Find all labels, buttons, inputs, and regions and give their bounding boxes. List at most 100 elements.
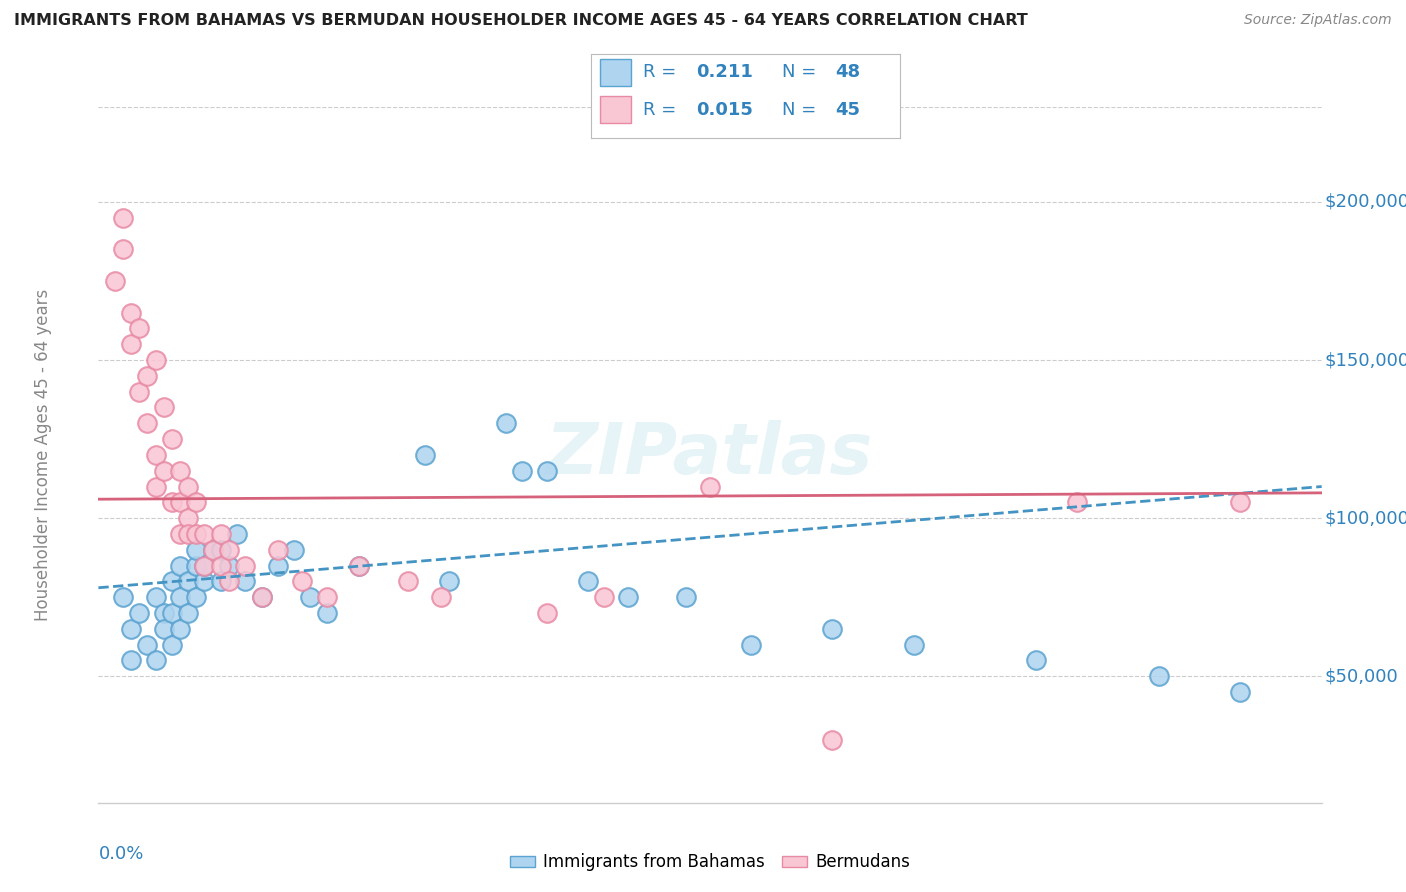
Point xyxy=(177,527,200,541)
Point xyxy=(186,527,208,541)
Point xyxy=(145,353,167,368)
Point xyxy=(821,622,844,636)
Bar xyxy=(600,96,631,123)
Point xyxy=(250,591,273,605)
Point xyxy=(218,558,240,573)
Point xyxy=(152,401,174,415)
Point xyxy=(136,638,159,652)
Point xyxy=(201,542,224,557)
Point xyxy=(120,622,142,636)
Text: IMMIGRANTS FROM BAHAMAS VS BERMUDAN HOUSEHOLDER INCOME AGES 45 - 64 YEARS CORREL: IMMIGRANTS FROM BAHAMAS VS BERMUDAN HOUS… xyxy=(14,13,1028,29)
Point xyxy=(349,558,371,573)
Point xyxy=(120,653,142,667)
Text: Source: ZipAtlas.com: Source: ZipAtlas.com xyxy=(1244,13,1392,28)
Point xyxy=(430,591,453,605)
Point xyxy=(495,417,517,431)
Text: R =: R = xyxy=(643,63,682,81)
Point xyxy=(283,542,305,557)
Point xyxy=(1229,685,1251,699)
Point xyxy=(186,542,208,557)
Point xyxy=(267,542,290,557)
Point xyxy=(349,558,371,573)
Text: $150,000: $150,000 xyxy=(1324,351,1406,369)
Point xyxy=(396,574,419,589)
Point xyxy=(104,274,127,288)
Point xyxy=(177,479,200,493)
Point xyxy=(128,384,150,399)
Point xyxy=(169,558,191,573)
Point xyxy=(315,591,337,605)
Point xyxy=(145,653,167,667)
Point xyxy=(209,558,232,573)
Text: R =: R = xyxy=(643,102,682,120)
Point xyxy=(177,574,200,589)
Point xyxy=(1229,495,1251,509)
Point xyxy=(209,574,232,589)
Point xyxy=(226,527,249,541)
Point xyxy=(315,606,337,620)
Bar xyxy=(600,59,631,86)
Point xyxy=(186,558,208,573)
Point xyxy=(1025,653,1047,667)
Point xyxy=(169,591,191,605)
Point xyxy=(160,606,183,620)
Point xyxy=(145,591,167,605)
Point xyxy=(111,243,134,257)
Point xyxy=(169,495,191,509)
Point xyxy=(821,732,844,747)
Text: $200,000: $200,000 xyxy=(1324,193,1406,211)
Text: Householder Income Ages 45 - 64 years: Householder Income Ages 45 - 64 years xyxy=(34,289,52,621)
Point xyxy=(152,606,174,620)
Point xyxy=(536,464,558,478)
Point xyxy=(267,558,290,573)
Point xyxy=(576,574,599,589)
Text: $100,000: $100,000 xyxy=(1324,509,1406,527)
Point xyxy=(120,337,142,351)
Point xyxy=(299,591,322,605)
Text: N =: N = xyxy=(782,63,823,81)
Point xyxy=(186,591,208,605)
Point xyxy=(201,542,224,557)
Point xyxy=(160,432,183,446)
Point xyxy=(193,558,215,573)
Point xyxy=(193,574,215,589)
Point xyxy=(111,591,134,605)
Point xyxy=(291,574,314,589)
Point xyxy=(169,622,191,636)
Point xyxy=(177,606,200,620)
Point xyxy=(120,305,142,319)
Point xyxy=(536,606,558,620)
Point xyxy=(218,542,240,557)
Point xyxy=(160,495,183,509)
Point xyxy=(193,527,215,541)
Point xyxy=(233,574,256,589)
Point xyxy=(699,479,721,493)
Point xyxy=(128,606,150,620)
Point xyxy=(740,638,762,652)
Point xyxy=(675,591,697,605)
Text: ZIPatlas: ZIPatlas xyxy=(547,420,873,490)
Point xyxy=(209,527,232,541)
Point xyxy=(218,574,240,589)
Point xyxy=(111,211,134,225)
Point xyxy=(177,511,200,525)
Point xyxy=(160,638,183,652)
Point xyxy=(169,527,191,541)
Legend: Immigrants from Bahamas, Bermudans: Immigrants from Bahamas, Bermudans xyxy=(503,847,917,878)
Point xyxy=(145,479,167,493)
Point xyxy=(136,417,159,431)
Point xyxy=(617,591,640,605)
Point xyxy=(250,591,273,605)
Point xyxy=(152,464,174,478)
Point xyxy=(169,464,191,478)
Text: 48: 48 xyxy=(835,63,860,81)
Text: 0.0%: 0.0% xyxy=(98,845,143,863)
Point xyxy=(193,558,215,573)
Point xyxy=(1147,669,1170,683)
Point xyxy=(593,591,616,605)
Point xyxy=(437,574,460,589)
Text: 0.015: 0.015 xyxy=(696,102,752,120)
Point xyxy=(1066,495,1088,509)
Text: $50,000: $50,000 xyxy=(1324,667,1398,685)
Point xyxy=(128,321,150,335)
